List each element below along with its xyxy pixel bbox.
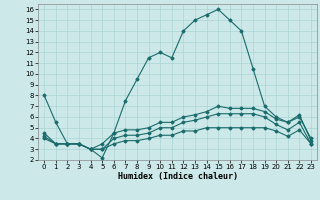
X-axis label: Humidex (Indice chaleur): Humidex (Indice chaleur) <box>118 172 238 181</box>
